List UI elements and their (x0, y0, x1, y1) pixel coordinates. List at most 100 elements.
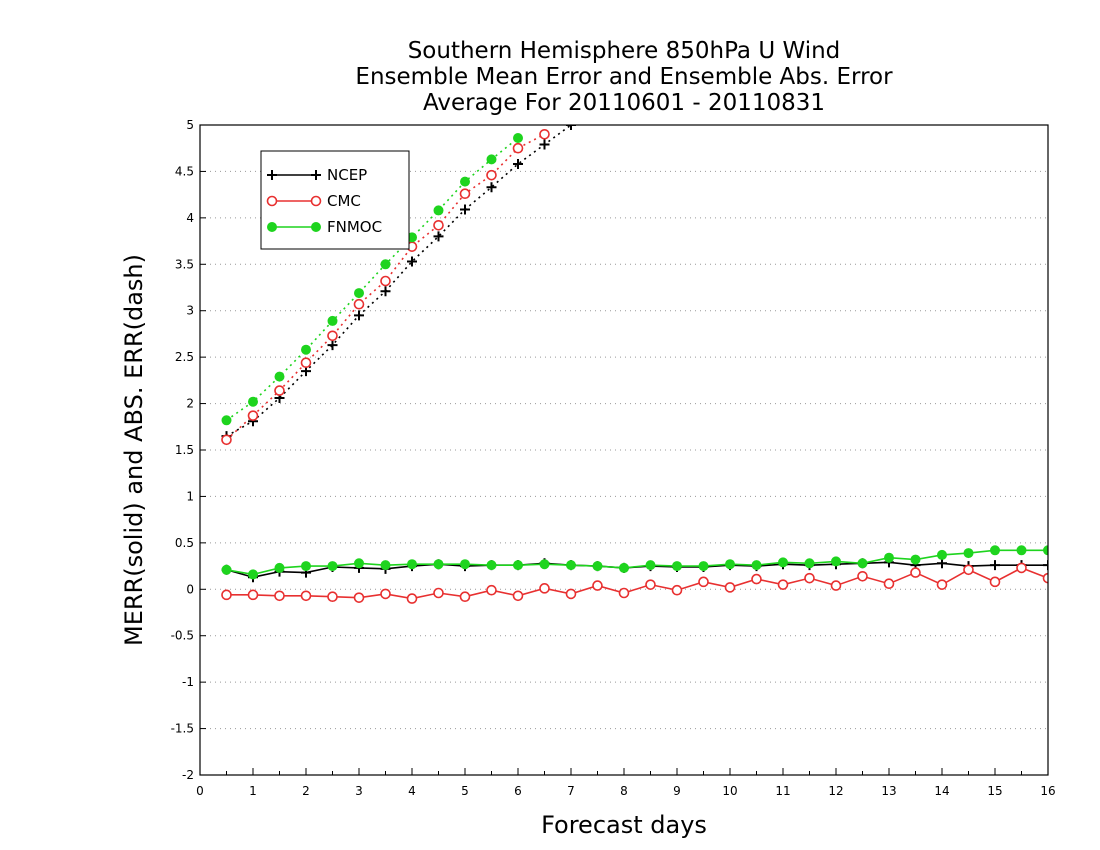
x-tick-label: 3 (355, 784, 363, 798)
fnmoc-abs-err-point (380, 259, 391, 270)
cmc-merr-point (1042, 572, 1048, 584)
cmc-merr-point (936, 579, 948, 590)
fnmoc-merr-point (778, 557, 788, 568)
ncep-abs-err-point (539, 139, 550, 150)
fnmoc-abs-err-point (248, 396, 258, 407)
x-tick-label: 8 (620, 784, 628, 798)
fnmoc-abs-err-point (354, 288, 364, 299)
legend-fnmoc-marker (267, 222, 277, 232)
fnmoc-merr-point (910, 554, 921, 565)
cmc-merr-point (671, 584, 683, 596)
cmc-merr-point (274, 590, 285, 602)
grid (200, 170, 1048, 730)
cmc-merr-line (226, 567, 1048, 600)
fnmoc-abs-err-point (433, 205, 444, 216)
fnmoc-merr-point (1043, 545, 1048, 556)
cmc-merr-point (777, 579, 789, 590)
ncep-abs-err-point (380, 286, 391, 297)
cmc-abs-err-point (221, 434, 232, 446)
fnmoc-merr-point (751, 560, 762, 571)
fnmoc-abs-err-point (486, 154, 497, 165)
x-tick-label: 14 (934, 784, 949, 798)
cmc-abs-err-point (353, 298, 365, 310)
cmc-merr-point (963, 564, 974, 576)
legend-ncep-marker (311, 170, 321, 180)
x-tick-label: 1 (249, 784, 257, 798)
x-tick-label: 7 (567, 784, 575, 798)
legend: NCEP CMC FNMOC (260, 150, 410, 250)
cmc-merr-point (565, 588, 577, 600)
cmc-merr-point (221, 589, 232, 601)
x-tick-label: 4 (408, 784, 416, 798)
y-axis-label: MERR(solid) and ABS. ERR(dash) (120, 254, 148, 646)
fnmoc-merr-point (354, 558, 364, 569)
fnmoc-abs-err-point (301, 344, 311, 355)
fnmoc-merr-point (619, 562, 629, 573)
y-tick-label: -2 (182, 768, 194, 782)
cmc-merr-point (751, 573, 762, 585)
legend-ncep-label: NCEP (327, 166, 367, 184)
cmc-merr-point (247, 589, 259, 601)
x-tick-label: 13 (881, 784, 896, 798)
fnmoc-merr-point (486, 560, 497, 571)
cmc-merr-point (300, 590, 312, 602)
cmc-abs-err-point (433, 219, 444, 231)
ncep-abs-err-point (433, 231, 444, 242)
y-tick-label: 1.5 (175, 443, 194, 457)
y-tick-label: 3.5 (175, 257, 194, 271)
cmc-merr-point (353, 592, 365, 603)
cmc-merr-point (830, 580, 842, 591)
plot-frame (199, 124, 1049, 776)
ncep-merr-point (1043, 560, 1048, 571)
ncep-merr-point (990, 560, 1000, 571)
fnmoc-merr-point (539, 559, 550, 570)
cmc-abs-err-point (300, 357, 312, 369)
cmc-merr-point (327, 591, 338, 603)
cmc-merr-point (989, 576, 1001, 588)
chart-title-line-2: Ensemble Mean Error and Ensemble Abs. Er… (355, 64, 893, 90)
cmc-merr-point (486, 584, 497, 596)
fnmoc-merr-point (990, 545, 1000, 556)
y-tick-label: 3 (186, 304, 194, 318)
x-tick-label: 5 (461, 784, 469, 798)
ncep-merr-point (937, 558, 947, 569)
cmc-merr-point (380, 588, 391, 600)
x-tick-label: 12 (828, 784, 843, 798)
fnmoc-merr-point (380, 560, 391, 571)
ncep-abs-err-point (513, 159, 523, 169)
cmc-abs-err-point (327, 330, 338, 342)
fnmoc-abs-err-point (460, 176, 470, 187)
fnmoc-merr-point (327, 561, 338, 572)
x-tick-label: 10 (722, 784, 737, 798)
fnmoc-abs-err-point (221, 415, 232, 426)
cmc-merr-point (645, 579, 656, 590)
cmc-merr-point (539, 583, 550, 594)
fnmoc-merr-point (1016, 545, 1027, 556)
y-tick-label: 0 (186, 582, 194, 596)
fnmoc-merr-point (884, 552, 894, 563)
cmc-merr-point (883, 578, 895, 590)
x-axis-label: Forecast days (541, 811, 707, 839)
legend-fnmoc-marker (311, 222, 321, 232)
fnmoc-merr-point (725, 559, 735, 570)
fnmoc-merr-point (460, 559, 470, 570)
fnmoc-merr-point (698, 561, 709, 572)
legend-fnmoc-label: FNMOC (327, 218, 382, 236)
series-layer (221, 125, 1048, 604)
fnmoc-merr-point (937, 549, 947, 560)
cmc-abs-err-point (274, 385, 285, 396)
ncep-abs-err-point (327, 340, 338, 351)
fnmoc-abs-err-point (513, 133, 523, 143)
cmc-merr-point (592, 580, 603, 591)
cmc-merr-point (1016, 562, 1027, 574)
cmc-abs-err-point (512, 142, 524, 154)
cmc-merr-point (406, 593, 418, 604)
fnmoc-merr-point (645, 560, 656, 571)
x-tick-label: 9 (673, 784, 681, 798)
y-tick-label: 2.5 (175, 350, 194, 364)
cmc-merr-point (804, 572, 815, 584)
legend-cmc-label: CMC (327, 192, 361, 210)
fnmoc-merr-point (274, 562, 285, 573)
x-tick-label: 6 (514, 784, 522, 798)
fnmoc-merr-point (963, 548, 974, 559)
